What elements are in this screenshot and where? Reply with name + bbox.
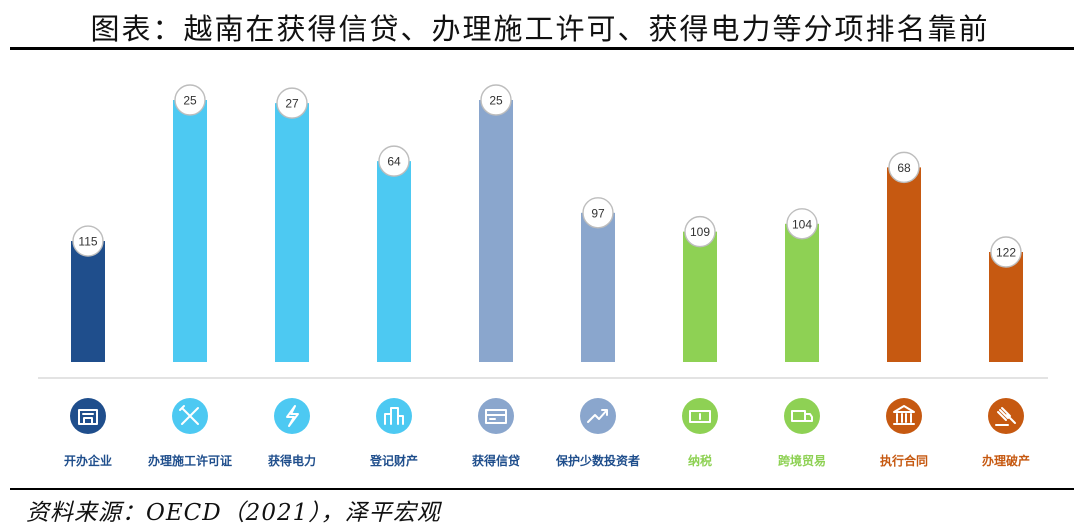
building-icon-glyph [78, 409, 98, 425]
data-label-10: 122 [996, 246, 1016, 260]
data-label-9: 68 [897, 161, 911, 175]
category-label-1: 开办企业 [64, 453, 112, 468]
courthouse-icon [886, 398, 922, 434]
data-label-4: 64 [387, 155, 401, 169]
data-label-5: 25 [489, 94, 503, 108]
value-bubble-3 [276, 87, 308, 119]
courthouse-icon-glyph [893, 405, 915, 425]
bar-8 [785, 223, 819, 362]
truck-icon-glyph [791, 410, 813, 422]
title-rule [10, 47, 1074, 50]
bar-7 [683, 231, 717, 362]
value-bubble-10 [990, 236, 1022, 268]
value-bubble-2 [174, 84, 206, 116]
building-icon [70, 398, 106, 434]
bar-6 [581, 212, 615, 362]
category-label-7: 纳税 [688, 453, 712, 468]
bar-2 [173, 100, 207, 362]
category-label-4: 登记财产 [369, 453, 418, 468]
city-icon [376, 398, 412, 434]
truck-icon [784, 398, 820, 434]
bar-4 [377, 161, 411, 362]
source-note: 资料来源：OECD（2021），泽平宏观 [26, 500, 441, 526]
data-label-3: 27 [285, 97, 299, 111]
value-bubble-5 [480, 84, 512, 116]
value-bubble-1 [72, 225, 104, 257]
category-label-2: 办理施工许可证 [148, 453, 232, 468]
data-label-1: 115 [78, 235, 97, 249]
bar-3 [275, 103, 309, 362]
bar-10 [989, 252, 1023, 362]
data-label-7: 109 [690, 225, 710, 239]
category-label-10: 办理破产 [982, 453, 1030, 468]
category-label-8: 跨境贸易 [778, 453, 826, 468]
gavel-icon-glyph [995, 407, 1016, 426]
money-icon-glyph [689, 410, 711, 423]
data-label-6: 97 [591, 206, 605, 220]
category-label-5: 获得信贷 [471, 453, 520, 468]
city-icon-glyph [384, 407, 404, 425]
lightning-icon-glyph [286, 405, 299, 427]
value-bubble-8 [786, 208, 818, 240]
trend-icon-glyph [587, 409, 608, 423]
bar-9 [887, 167, 921, 362]
bar-1 [71, 241, 105, 362]
category-label-3: 获得电力 [267, 453, 316, 468]
trend-icon [580, 398, 616, 434]
data-label-8: 104 [792, 217, 812, 231]
value-bubble-9 [888, 151, 920, 184]
bar-chart: 115 开办企业 25 办理施工许可证 27 获得电力 64 登记财产 25 获得信贷 97 保护少数… [38, 84, 1048, 468]
tools-icon-glyph [179, 405, 199, 425]
value-bubble-7 [684, 215, 716, 248]
data-label-2: 25 [183, 94, 197, 108]
category-label-9: 执行合同 [880, 453, 928, 468]
value-bubble-6 [582, 197, 614, 229]
card-icon-glyph [485, 409, 507, 424]
value-bubble-4 [378, 145, 410, 177]
category-label-6: 保护少数投资者 [555, 453, 640, 468]
chart-title: 图表：越南在获得信贷、办理施工许可、获得电力等分项排名靠前 [90, 12, 990, 46]
bar-5 [479, 100, 513, 362]
footer-rule [10, 488, 1074, 490]
